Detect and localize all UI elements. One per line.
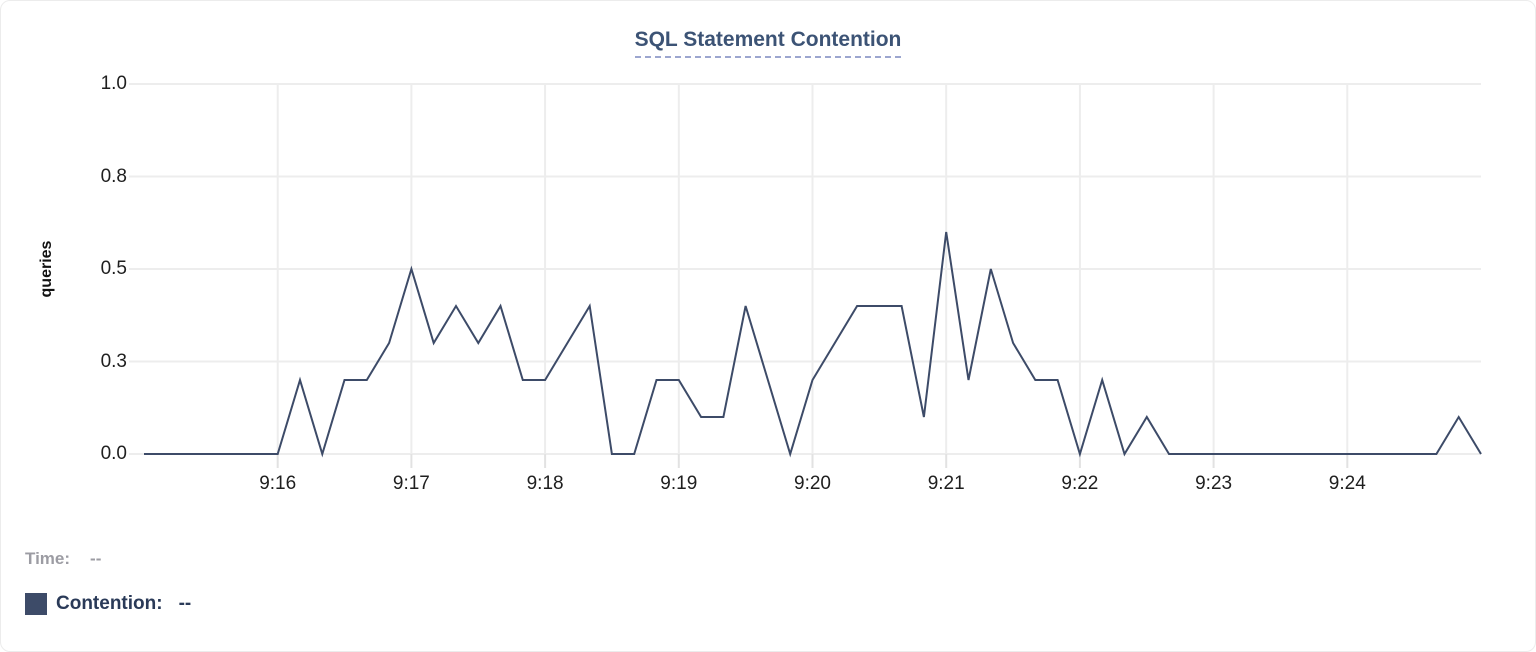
legend-time-label: Time: <box>25 549 71 568</box>
x-tick-label: 9:18 <box>526 473 564 494</box>
legend-time-row: Time: -- <box>25 547 191 571</box>
chart-title[interactable]: SQL Statement Contention <box>634 28 902 58</box>
x-tick-label: 9:22 <box>1061 473 1099 494</box>
plot-svg[interactable] <box>129 83 1482 468</box>
legend-time-value: -- <box>90 549 102 568</box>
legend-series-value: -- <box>178 593 192 614</box>
x-tick-label: 9:24 <box>1328 473 1366 494</box>
contention-line <box>144 231 1482 458</box>
legend: Time: -- Contention: -- <box>25 547 191 616</box>
x-tick-label: 9:19 <box>660 473 698 494</box>
x-tick-label: 9:21 <box>927 473 965 494</box>
x-tick-label: 9:16 <box>259 473 297 494</box>
y-tick-label: 0.5 <box>100 258 127 279</box>
legend-series-row: Contention: -- <box>25 592 191 616</box>
x-tick-label: 9:20 <box>794 473 831 494</box>
chart-header: SQL Statement Contention <box>1 28 1535 58</box>
y-tick-label: 0.3 <box>100 350 127 372</box>
plot-area[interactable] <box>129 83 1482 468</box>
y-tick-label: 0.0 <box>100 443 127 464</box>
x-tick-label: 9:23 <box>1195 473 1233 494</box>
y-tick-label: 1.0 <box>100 73 127 94</box>
x-tick-label: 9:17 <box>392 473 430 494</box>
contention-series-swatch <box>25 593 47 615</box>
legend-series-label: Contention: <box>56 593 163 614</box>
y-tick-label: 0.8 <box>100 165 127 187</box>
